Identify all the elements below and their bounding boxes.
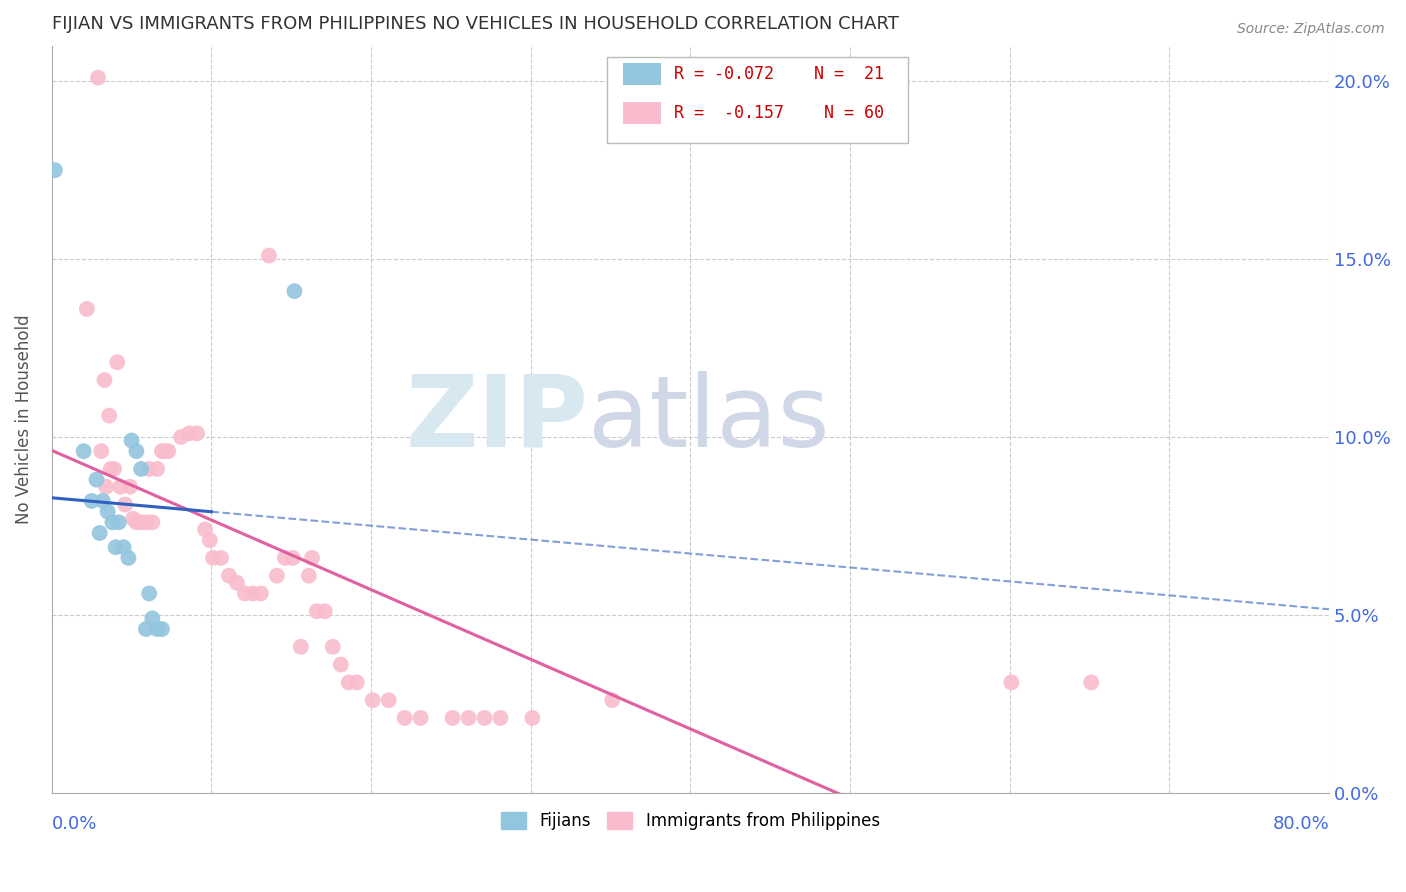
Point xyxy=(361,693,384,707)
Text: atlas: atlas xyxy=(588,371,830,467)
Point xyxy=(218,568,240,582)
Point xyxy=(394,711,416,725)
Text: 0.0%: 0.0% xyxy=(52,815,97,833)
Point xyxy=(100,462,122,476)
Point xyxy=(135,622,157,636)
Point xyxy=(301,550,323,565)
Legend: Fijians, Immigrants from Philippines: Fijians, Immigrants from Philippines xyxy=(495,805,887,837)
Point xyxy=(129,462,152,476)
Point xyxy=(108,516,131,530)
Point xyxy=(122,512,145,526)
Bar xyxy=(623,102,661,124)
Point xyxy=(474,711,496,725)
Point xyxy=(441,711,464,725)
Point xyxy=(138,586,160,600)
Point xyxy=(153,444,176,458)
Point xyxy=(314,604,336,618)
Point xyxy=(141,611,163,625)
Point xyxy=(101,516,124,530)
Point xyxy=(257,248,280,262)
Point xyxy=(274,550,297,565)
Point xyxy=(157,444,180,458)
Point xyxy=(73,444,96,458)
Point xyxy=(150,444,173,458)
Point xyxy=(150,622,173,636)
Point xyxy=(103,462,125,476)
Point xyxy=(283,284,305,298)
Point xyxy=(89,526,111,541)
Point xyxy=(409,711,432,725)
Point xyxy=(377,693,399,707)
Point xyxy=(266,568,288,582)
Point xyxy=(177,426,200,441)
Point xyxy=(91,494,114,508)
Text: R = -0.072    N =  21: R = -0.072 N = 21 xyxy=(673,65,884,83)
Point xyxy=(138,462,160,476)
Point xyxy=(87,70,110,85)
Point xyxy=(93,373,115,387)
Point xyxy=(104,540,127,554)
Point xyxy=(44,163,66,178)
Text: R =  -0.157    N = 60: R = -0.157 N = 60 xyxy=(673,103,884,122)
Point xyxy=(233,586,256,600)
Point xyxy=(146,622,169,636)
Point xyxy=(202,550,225,565)
Point xyxy=(170,430,193,444)
Point xyxy=(322,640,344,654)
Point xyxy=(305,604,328,618)
Point xyxy=(457,711,479,725)
FancyBboxPatch shape xyxy=(607,57,908,143)
Point xyxy=(117,550,139,565)
Point xyxy=(94,480,117,494)
Point xyxy=(110,480,132,494)
Point xyxy=(298,568,321,582)
Point xyxy=(105,355,128,369)
Text: FIJIAN VS IMMIGRANTS FROM PHILIPPINES NO VEHICLES IN HOUSEHOLD CORRELATION CHART: FIJIAN VS IMMIGRANTS FROM PHILIPPINES NO… xyxy=(52,15,898,33)
Point xyxy=(522,711,544,725)
Point xyxy=(290,640,312,654)
Point xyxy=(112,540,135,554)
Point xyxy=(90,444,112,458)
Point xyxy=(489,711,512,725)
Point xyxy=(242,586,264,600)
Text: ZIP: ZIP xyxy=(405,371,588,467)
Point xyxy=(146,462,169,476)
Text: 80.0%: 80.0% xyxy=(1272,815,1329,833)
Point xyxy=(198,533,221,547)
Point xyxy=(186,426,208,441)
Point xyxy=(135,516,157,530)
Bar xyxy=(623,62,661,86)
Point xyxy=(346,675,368,690)
Point xyxy=(80,494,103,508)
Point xyxy=(141,516,163,530)
Point xyxy=(250,586,273,600)
Point xyxy=(114,498,136,512)
Point xyxy=(129,516,152,530)
Point xyxy=(209,550,232,565)
Point xyxy=(121,434,143,448)
Point xyxy=(1000,675,1022,690)
Point xyxy=(329,657,352,672)
Point xyxy=(98,409,121,423)
Point xyxy=(600,693,623,707)
Point xyxy=(226,575,249,590)
Point xyxy=(125,444,148,458)
Point xyxy=(337,675,360,690)
Point xyxy=(76,301,98,316)
Y-axis label: No Vehicles in Household: No Vehicles in Household xyxy=(15,314,32,524)
Text: Source: ZipAtlas.com: Source: ZipAtlas.com xyxy=(1237,22,1385,37)
Point xyxy=(281,550,304,565)
Point xyxy=(97,505,120,519)
Point xyxy=(86,473,108,487)
Point xyxy=(1080,675,1102,690)
Point xyxy=(118,480,141,494)
Point xyxy=(125,516,148,530)
Point xyxy=(194,523,217,537)
